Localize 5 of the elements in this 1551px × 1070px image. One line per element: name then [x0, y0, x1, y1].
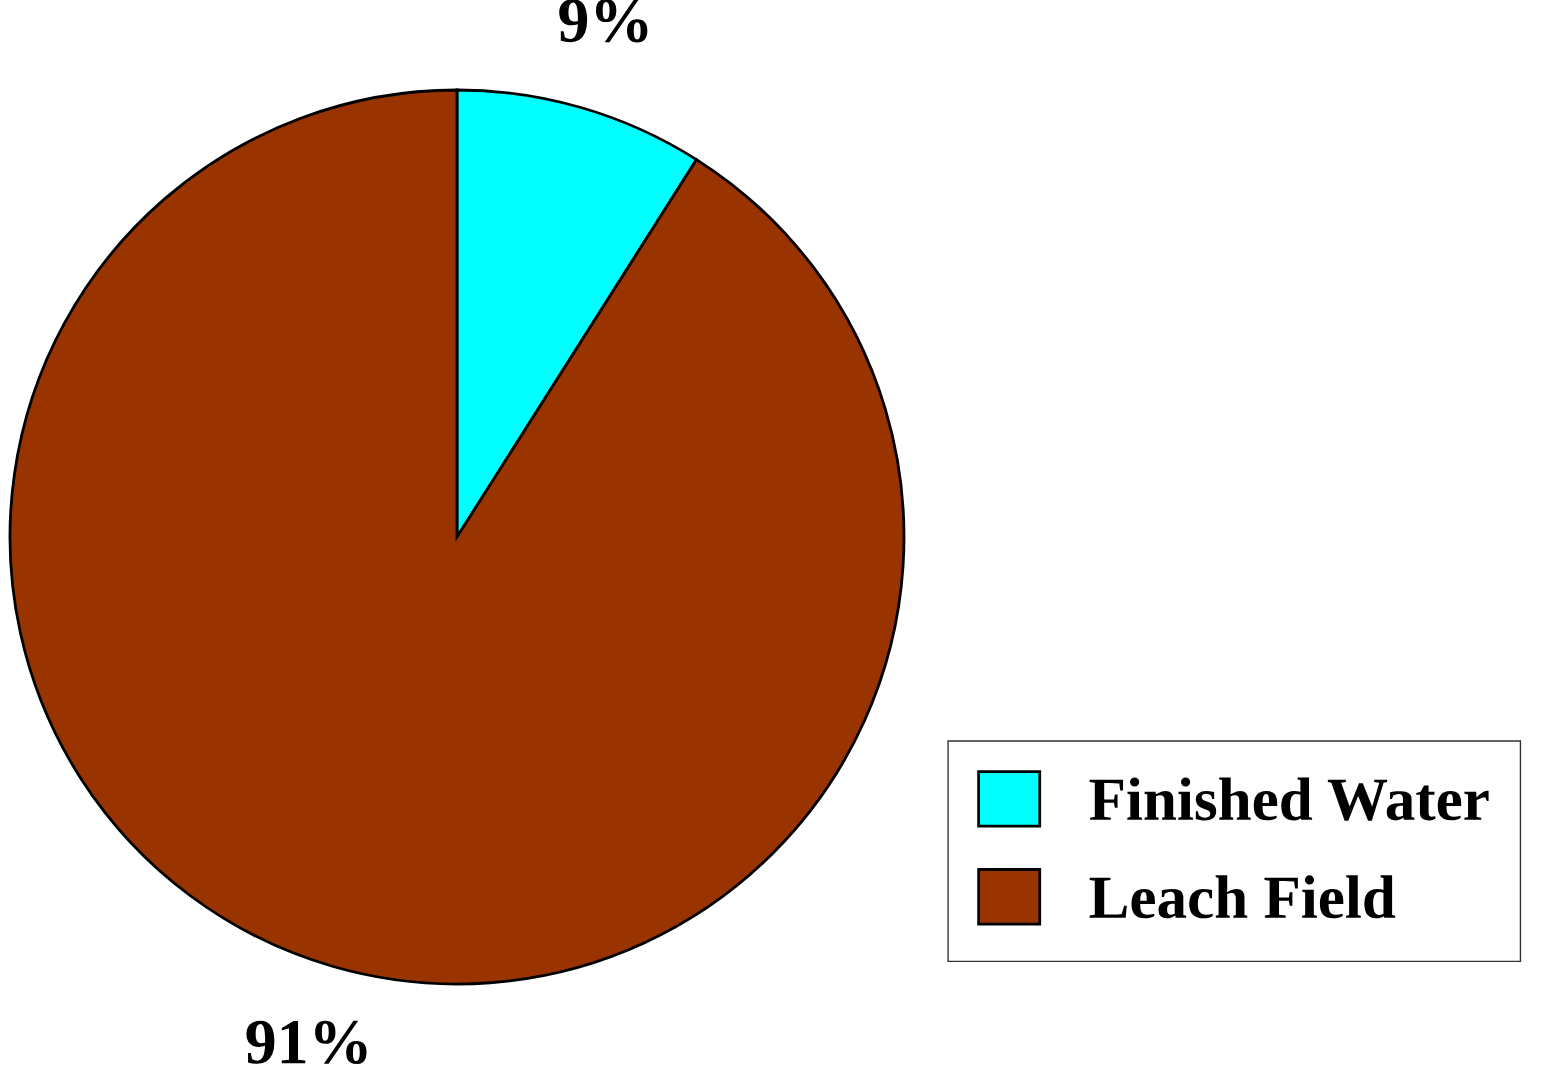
data-label: 9% — [559, 0, 648, 43]
legend-label: Leach Field — [1089, 875, 1396, 919]
legend-label: Finished Water — [1089, 777, 1489, 821]
data-label: 91% — [246, 1020, 367, 1065]
pie-slice — [8, 88, 906, 986]
